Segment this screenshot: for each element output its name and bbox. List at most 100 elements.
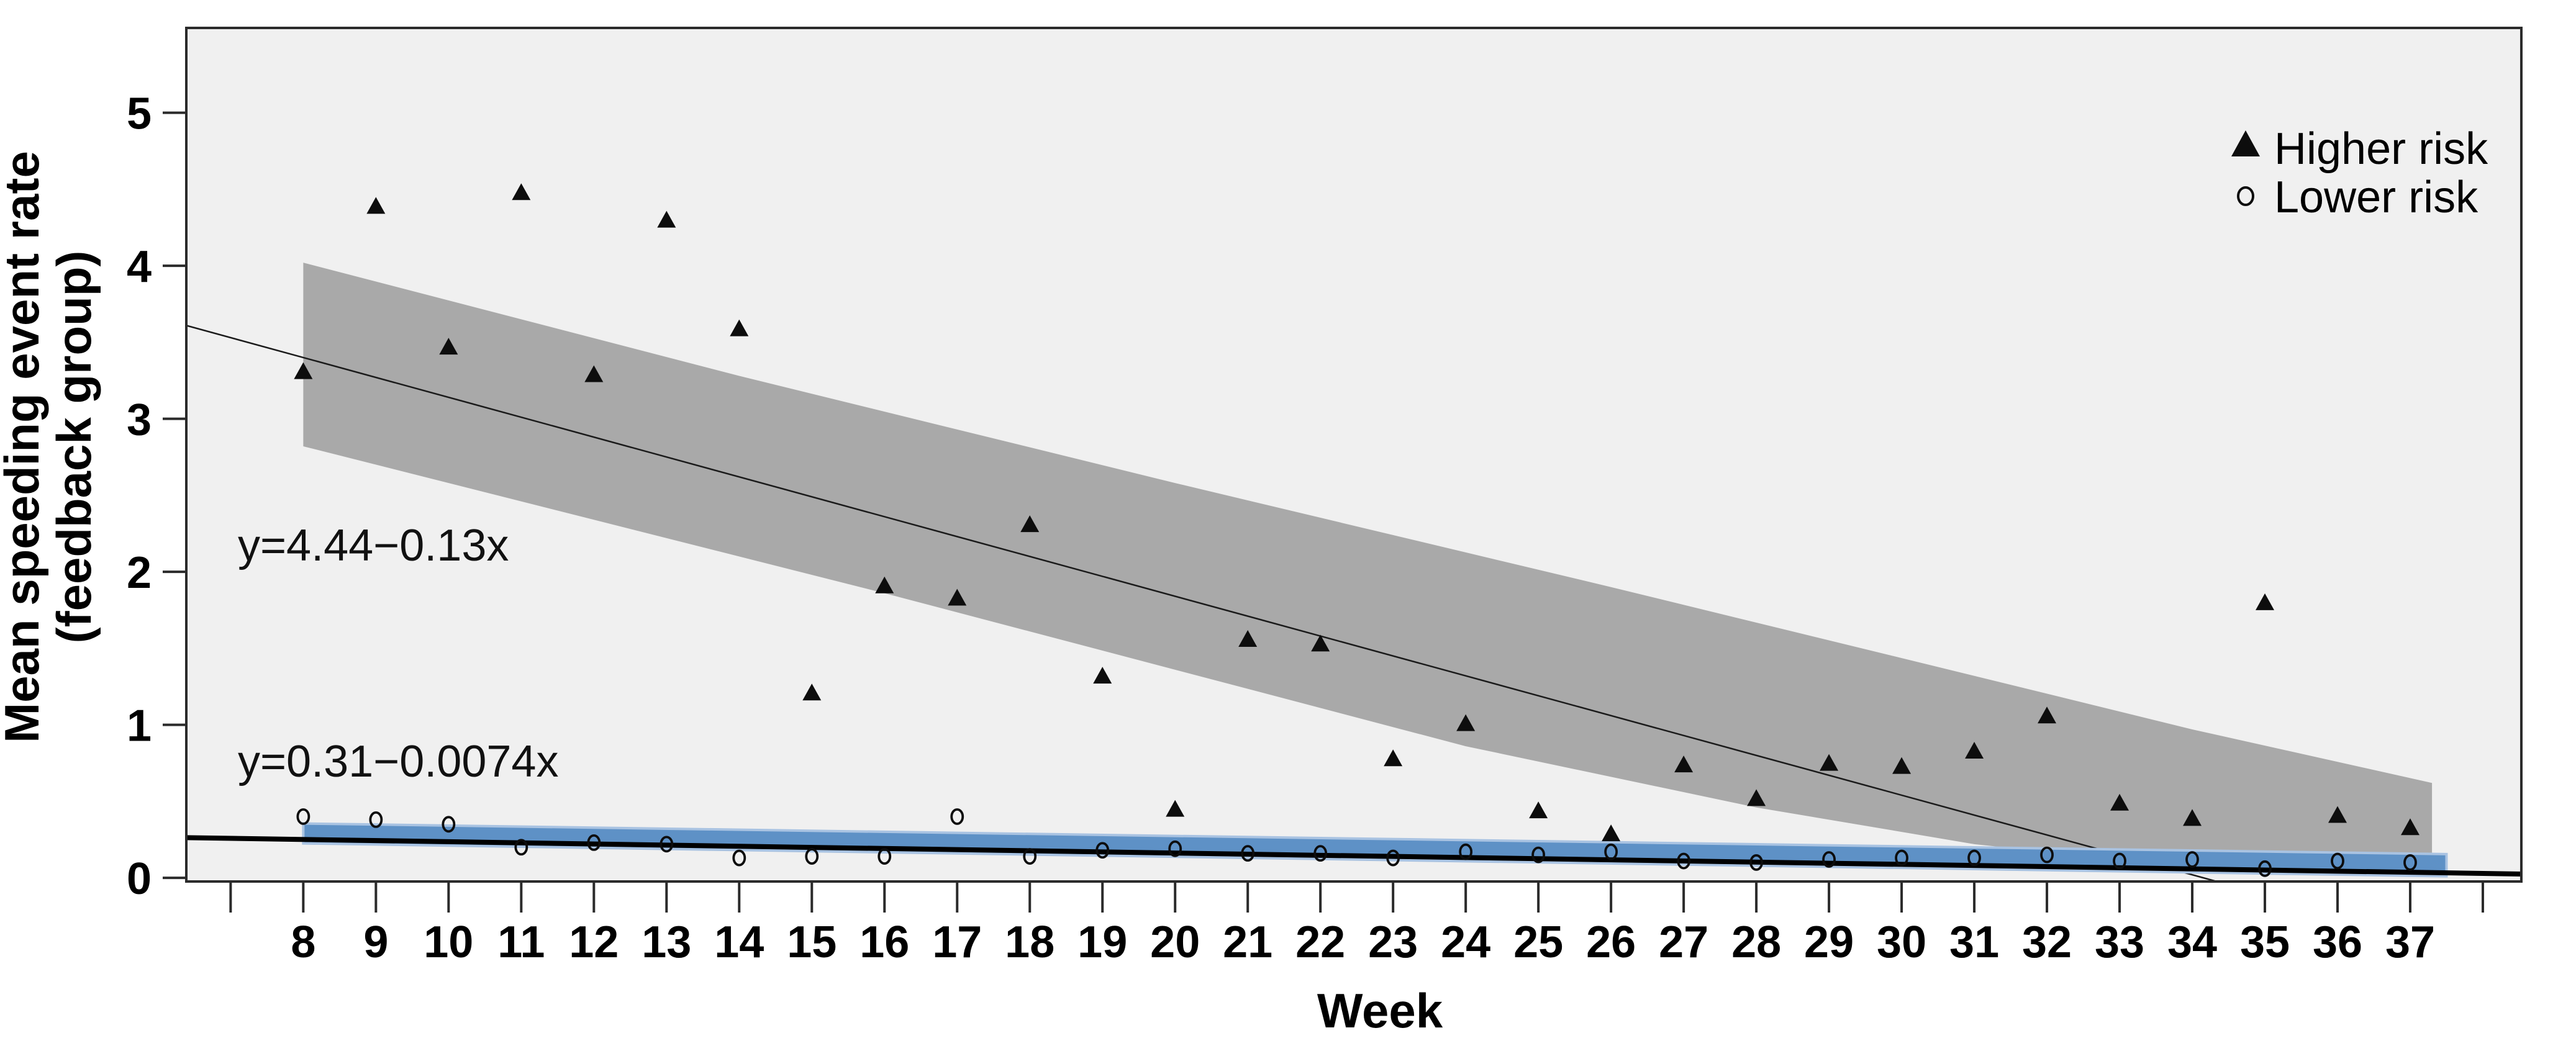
x-tick-label: 34 <box>2167 918 2217 967</box>
x-axis-title: Week <box>1317 983 1443 1038</box>
x-axis-ticks <box>229 881 2484 913</box>
higher-risk-equation-label: y=4.44−0.13x <box>238 521 509 570</box>
higher-risk-point <box>730 319 749 336</box>
x-tick-label: 15 <box>787 918 837 967</box>
x-tick-label: 28 <box>1731 918 1781 967</box>
higher-risk-point <box>1020 515 1040 533</box>
legend-lower-risk-label: Lower risk <box>2274 173 2478 222</box>
x-tick-label: 32 <box>2022 918 2072 967</box>
higher-risk-point <box>294 362 313 379</box>
higher-risk-point <box>1093 667 1112 684</box>
lower-risk-point <box>1531 846 1546 863</box>
legend: Higher risk Lower risk <box>2231 124 2488 222</box>
x-tick-label: 25 <box>1513 918 1563 967</box>
higher-risk-series <box>294 183 2420 842</box>
lower-risk-point <box>2113 852 2126 870</box>
higher-risk-point <box>2328 806 2347 823</box>
lower-risk-point <box>2185 851 2199 868</box>
lower-risk-point <box>1168 840 1182 857</box>
y-tick-label: 2 <box>127 548 152 598</box>
lower-risk-point <box>1386 849 1400 867</box>
x-tick-label: 18 <box>1005 918 1054 967</box>
lower-risk-point <box>950 808 964 825</box>
x-axis-tick-labels: 8 9 10 11 12 13 14 15 16 17 18 19 20 21 22 23 24 25 26 27 28… <box>291 918 2435 967</box>
higher-risk-point <box>439 338 458 355</box>
x-tick-label: 17 <box>932 918 982 967</box>
lower-risk-point <box>2258 860 2272 877</box>
higher-risk-point <box>1965 741 1984 759</box>
lower-risk-point <box>1241 845 1255 862</box>
higher-risk-point <box>948 588 967 606</box>
legend-higher-risk-triangle-icon <box>2231 130 2260 156</box>
lower-risk-fit-line <box>186 835 2521 877</box>
lower-risk-point <box>2403 854 2417 871</box>
higher-risk-point <box>1602 824 1621 842</box>
higher-risk-point <box>1674 755 1694 773</box>
lower-risk-point <box>1895 849 1908 867</box>
lower-risk-point <box>1023 848 1037 865</box>
x-tick-label: 31 <box>1949 918 1999 967</box>
higher-risk-point <box>2256 593 2275 610</box>
x-tick-label: 21 <box>1223 918 1272 967</box>
plot-frame <box>185 27 2523 883</box>
higher-risk-point <box>1892 757 1912 774</box>
y-tick-label: 3 <box>127 395 152 445</box>
x-tick-label: 36 <box>2313 918 2362 967</box>
x-tick-label: 35 <box>2240 918 2290 967</box>
x-tick-label: 8 <box>291 918 315 967</box>
lower-risk-equation-label: y=0.31−0.0074x <box>238 737 558 787</box>
y-tick-label: 5 <box>127 89 152 139</box>
lower-risk-point <box>1677 852 1691 870</box>
lower-risk-point <box>2040 846 2054 863</box>
y-axis-title-line2: (feedback group) <box>47 251 101 644</box>
x-tick-label: 19 <box>1077 918 1127 967</box>
x-tick-label: 9 <box>363 918 388 967</box>
x-tick-label: 16 <box>859 918 909 967</box>
x-tick-label: 26 <box>1586 918 1636 967</box>
lower-risk-point <box>1313 845 1328 862</box>
higher-risk-point <box>366 197 386 214</box>
lower-risk-point <box>1749 854 1764 871</box>
higher-risk-point <box>1238 630 1258 647</box>
y-tick-label: 4 <box>127 242 152 292</box>
higher-risk-point <box>1456 714 1476 731</box>
lower-risk-point <box>660 836 674 853</box>
lower-risk-point <box>1459 843 1473 860</box>
lower-risk-point <box>2331 852 2344 870</box>
higher-risk-point <box>584 365 604 382</box>
x-tick-label: 12 <box>569 918 619 967</box>
y-tick-label: 1 <box>127 701 152 751</box>
x-tick-label: 20 <box>1150 918 1200 967</box>
x-tick-label: 29 <box>1804 918 1854 967</box>
lower-risk-point <box>805 848 819 865</box>
lower-risk-point <box>1967 849 1981 867</box>
higher-risk-point <box>512 183 531 201</box>
lower-risk-point <box>732 849 746 867</box>
x-tick-label: 22 <box>1295 918 1345 967</box>
x-tick-label: 23 <box>1368 918 1418 967</box>
y-axis-tick-labels: 0 1 2 3 4 5 <box>127 89 152 904</box>
lower-risk-point <box>1604 843 1618 860</box>
higher-risk-point <box>2038 706 2057 724</box>
lower-risk-point <box>1095 842 1110 859</box>
legend-lower-risk-circle-icon <box>2237 186 2254 206</box>
lower-risk-point <box>1822 851 1836 868</box>
x-tick-label: 11 <box>497 918 545 967</box>
x-tick-label: 10 <box>424 918 473 967</box>
legend-higher-risk-label: Higher risk <box>2274 124 2488 174</box>
x-tick-label: 27 <box>1659 918 1708 967</box>
lower-risk-point <box>878 848 892 865</box>
higher-risk-point <box>1166 800 1185 817</box>
higher-risk-point <box>657 210 676 228</box>
higher-risk-point <box>1384 749 1403 767</box>
lower-risk-point <box>587 834 601 851</box>
higher-risk-point <box>875 576 894 593</box>
higher-risk-point <box>1529 801 1548 819</box>
x-tick-label: 33 <box>2095 918 2144 967</box>
y-axis-title-line1: Mean speeding event rate <box>0 151 49 743</box>
higher-risk-point <box>2183 809 2202 826</box>
x-tick-label: 13 <box>642 918 691 967</box>
plot-layers <box>186 263 2521 881</box>
